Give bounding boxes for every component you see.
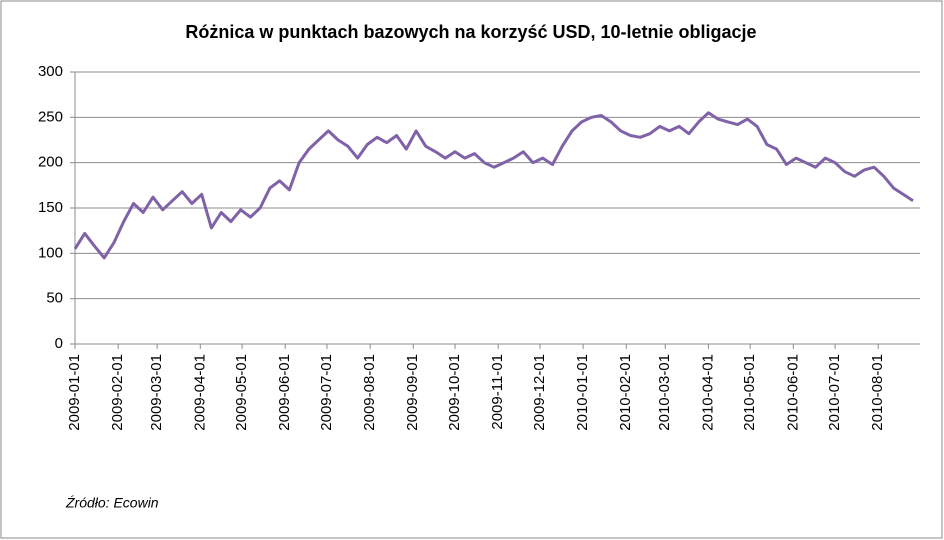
x-tick-label: 2009-03-01	[148, 354, 165, 431]
x-tick-label: 2009-08-01	[361, 354, 378, 431]
y-tick-label: 300	[38, 63, 63, 80]
x-tick-label: 2009-10-01	[446, 354, 463, 431]
x-tick-label: 2010-04-01	[699, 354, 716, 431]
y-tick-label: 250	[38, 108, 63, 125]
x-tick-label: 2009-02-01	[109, 354, 126, 431]
x-tick-label: 2010-03-01	[656, 354, 673, 431]
x-tick-label: 2010-06-01	[784, 354, 801, 431]
x-tick-label: 2010-05-01	[741, 354, 758, 431]
x-tick-label: 2009-11-01	[489, 354, 506, 430]
data-line	[73, 111, 914, 260]
chart-title: Różnica w punktach bazowych na korzyść U…	[185, 22, 756, 42]
y-tick-label: 0	[55, 335, 63, 352]
x-tick-label: 2010-07-01	[826, 354, 843, 431]
y-tick-label: 150	[38, 199, 63, 216]
x-tick-label: 2009-07-01	[318, 354, 335, 431]
x-tick-label: 2009-09-01	[404, 354, 421, 431]
x-tick-label: 2009-05-01	[233, 354, 250, 431]
y-tick-label: 100	[38, 244, 63, 261]
x-tick-label: 2009-01-01	[66, 354, 83, 431]
x-tick-label: 2009-04-01	[191, 354, 208, 431]
y-tick-label: 50	[46, 290, 63, 307]
x-tick-label: 2010-02-01	[617, 354, 634, 431]
x-tick-label: 2009-06-01	[276, 354, 293, 431]
y-tick-label: 200	[38, 154, 63, 171]
x-tick-label: 2009-12-01	[531, 354, 548, 431]
x-tick-label: 2010-01-01	[574, 354, 591, 431]
source-note: Źródło: Ecowin	[65, 495, 159, 511]
x-tick-label: 2010-08-01	[869, 354, 886, 431]
